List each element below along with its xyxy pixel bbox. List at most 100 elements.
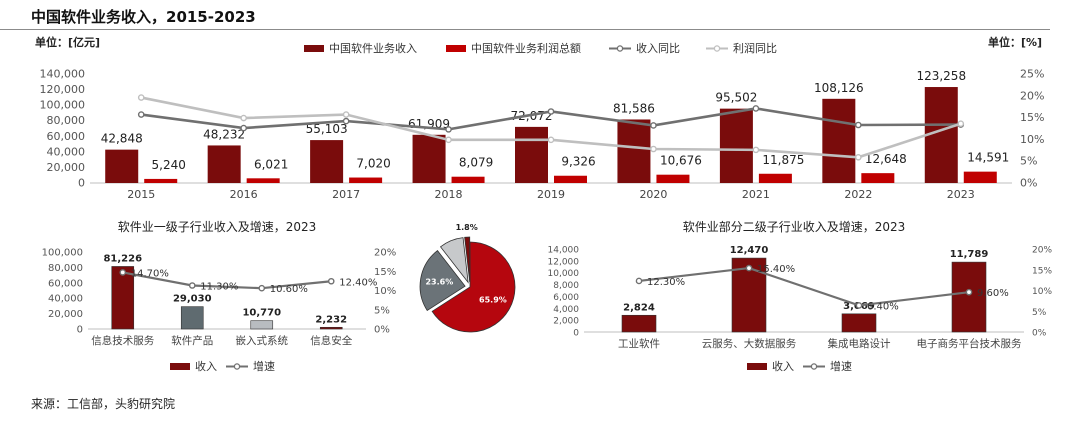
line-value-label: 10.60% [270, 284, 308, 295]
y-tick-label-right: 20% [374, 248, 396, 259]
bar-value-label: 81,586 [613, 101, 655, 115]
y-tick-label-right: 10% [1032, 287, 1052, 297]
line-marker [650, 145, 657, 153]
line-marker [965, 288, 973, 296]
legend-label: 中国软件业务利润总额 [471, 41, 581, 55]
line-marker [327, 277, 335, 285]
bar-value-label: 7,020 [356, 157, 390, 171]
bar [349, 177, 383, 183]
x-tick-label: 云服务、大数据服务 [702, 337, 797, 350]
legend-label: 收入同比 [636, 41, 680, 55]
y-tick-label-left: 0 [77, 325, 83, 336]
y-tick-label-left: 60,000 [47, 130, 86, 143]
y-tick-label-right: 0% [1020, 177, 1037, 190]
y-tick-label-right: 5% [374, 305, 390, 316]
line-marker [240, 114, 247, 122]
y-tick-label-right: 15% [374, 267, 396, 278]
line-value-label: 9.60% [977, 288, 1009, 299]
line-marker [137, 111, 145, 118]
y-tick-label-left: 140,000 [40, 68, 86, 81]
legend-swatch-marker [810, 363, 818, 370]
bar [617, 119, 651, 183]
y-tick-label-right: 5% [1032, 308, 1047, 318]
pie-slice [439, 237, 469, 284]
y-tick-label-left: 0 [78, 177, 85, 190]
chart-title: 软件业一级子行业收入及增速，2023 [118, 220, 317, 234]
y-tick-label-left: 6,000 [553, 293, 579, 303]
x-tick-label: 2021 [742, 188, 770, 201]
y-tick-label-right: 15% [1020, 111, 1044, 124]
pie-value-label: 65.9% [479, 296, 507, 305]
bar [822, 98, 856, 183]
x-tick-label: 电子商务平台技术服务 [917, 337, 1022, 350]
legend-swatch-bar [446, 45, 466, 52]
line-marker [137, 94, 145, 101]
line-marker [855, 121, 862, 129]
bar-value-label: 2,232 [315, 314, 347, 325]
y-tick-label-left: 40,000 [47, 145, 86, 158]
bar [758, 173, 792, 183]
line-value-label: 6.40% [867, 301, 899, 312]
y-tick-label-left: 120,000 [40, 83, 86, 96]
pie-value-label: 23.6% [425, 278, 453, 287]
line-marker [635, 277, 643, 285]
bar [144, 178, 178, 183]
bar [719, 108, 753, 183]
y-tick-label-right: 10% [1020, 133, 1044, 146]
y-tick-label-left: 20,000 [48, 309, 83, 320]
bar-value-label: 11,875 [762, 153, 804, 167]
line-marker [342, 111, 350, 118]
line-marker [547, 136, 555, 144]
bar-value-label: 9,326 [561, 155, 595, 169]
bar-value-label: 81,226 [103, 253, 142, 264]
source-note: 来源：工信部，头豹研究院 [31, 397, 176, 411]
line-marker [188, 282, 196, 289]
bar-value-label: 55,103 [306, 122, 348, 136]
unit-label-right: 单位：[%] [988, 35, 1042, 49]
bar [246, 178, 280, 183]
line-marker [445, 136, 452, 144]
bar [656, 174, 690, 183]
y-tick-label-left: 10,000 [548, 269, 580, 279]
bar-value-label: 48,232 [203, 127, 245, 141]
x-tick-label: 2017 [332, 188, 360, 201]
bar [180, 306, 204, 330]
bar-value-label: 42,848 [101, 132, 143, 146]
line-value-label: 14.70% [131, 268, 169, 279]
y-tick-label-left: 80,000 [47, 114, 86, 127]
y-tick-label-right: 20% [1032, 246, 1052, 256]
y-tick-label-left: 14,000 [548, 246, 580, 256]
bar [554, 175, 587, 183]
line-marker [752, 146, 760, 154]
bar [963, 171, 997, 183]
title-bar: 中国软件业务收入，2015-2023 [0, 0, 1050, 30]
y-tick-label-left: 20,000 [47, 161, 86, 174]
x-tick-label: 2019 [537, 188, 565, 201]
line-value-label: 15.40% [757, 264, 795, 275]
line-marker [957, 120, 965, 128]
bar [841, 313, 877, 333]
bar-value-label: 10,770 [242, 308, 281, 319]
legend-label: 收入 [195, 359, 217, 373]
legend-label: 收入 [772, 359, 794, 373]
x-tick-label: 2022 [844, 188, 872, 201]
line-marker [547, 108, 555, 115]
pie-chart: 65.9% 23.6% 1.8% [419, 223, 516, 333]
pie-slice [464, 236, 471, 283]
bar-value-label: 123,258 [916, 69, 966, 83]
y-tick-label-left: 80,000 [48, 263, 83, 274]
line-marker [752, 105, 760, 112]
bar-value-label: 95,502 [715, 91, 757, 105]
bar [111, 266, 135, 330]
legend-swatch-bar [304, 45, 324, 52]
line-value-label: 12.30% [647, 277, 685, 288]
pie-value-label: 1.8% [456, 223, 478, 232]
bar-value-label: 6,021 [254, 157, 288, 171]
y-tick-label-right: 0% [374, 325, 390, 336]
legend-swatch-marker [616, 45, 624, 52]
x-tick-label: 2018 [435, 188, 463, 201]
y-tick-label-left: 100,000 [42, 248, 83, 259]
bar [951, 261, 987, 333]
bar-value-label: 2,824 [623, 302, 655, 313]
